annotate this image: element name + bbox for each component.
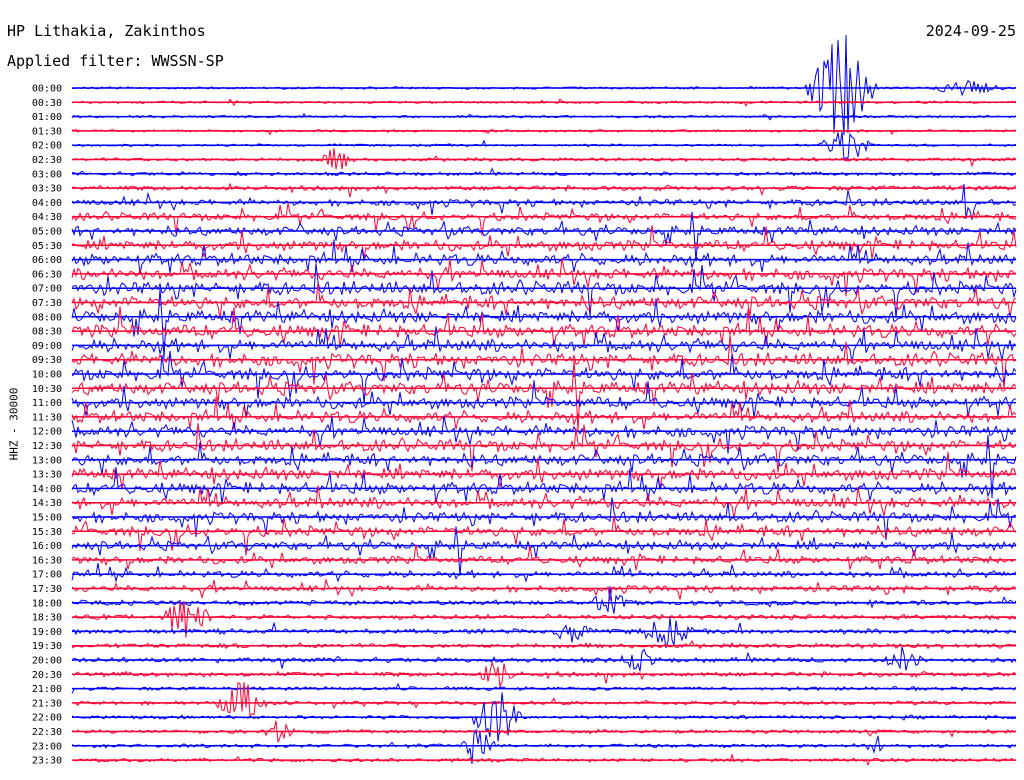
trace-1500 <box>71 497 1017 541</box>
trace-0330 <box>71 182 1017 198</box>
trace-1700 <box>71 563 1017 583</box>
tick-label-1100: 11:00 <box>32 398 62 409</box>
tick-label-0500: 05:00 <box>32 227 62 238</box>
trace-0630 <box>71 258 1017 297</box>
tick-label-0400: 04:00 <box>32 198 62 209</box>
tick-label-1400: 14:00 <box>32 484 62 495</box>
trace-0800 <box>71 289 1017 360</box>
tick-label-2300: 23:00 <box>32 741 62 752</box>
trace-0930 <box>71 334 1017 389</box>
tick-label-0200: 02:00 <box>32 141 62 152</box>
tick-label-2330: 23:30 <box>32 756 62 767</box>
trace-1030 <box>71 360 1017 431</box>
tick-label-1430: 14:30 <box>32 498 62 509</box>
trace-1130 <box>71 396 1017 430</box>
tick-label-0930: 09:30 <box>32 355 62 366</box>
tick-label-0800: 08:00 <box>32 312 62 323</box>
tick-label-1230: 12:30 <box>32 441 62 452</box>
tick-label-1730: 17:30 <box>32 584 62 595</box>
tick-label-0430: 04:30 <box>32 212 62 223</box>
tick-label-0000: 00:00 <box>32 84 62 95</box>
tick-label-0330: 03:30 <box>32 184 62 195</box>
tick-label-2030: 20:30 <box>32 670 62 681</box>
tick-label-1900: 19:00 <box>32 627 62 638</box>
trace-0000 <box>71 34 1017 136</box>
trace-group <box>71 34 1017 767</box>
tick-label-1800: 18:00 <box>32 598 62 609</box>
trace-1530 <box>71 515 1017 556</box>
tick-label-1830: 18:30 <box>32 613 62 624</box>
tick-label-1630: 16:30 <box>32 555 62 566</box>
tick-label-2130: 21:30 <box>32 698 62 709</box>
tick-label-1130: 11:30 <box>32 412 62 423</box>
filter-label: Applied filter: WWSSN-SP <box>7 52 224 70</box>
tick-label-1300: 13:00 <box>32 455 62 466</box>
tick-label-1330: 13:30 <box>32 470 62 481</box>
trace-2100 <box>71 682 1017 694</box>
tick-label-0830: 08:30 <box>32 327 62 338</box>
trace-0700 <box>71 263 1017 318</box>
station-title: HP Lithakia, Zakinthos <box>7 22 206 40</box>
tick-label-0300: 03:00 <box>32 169 62 180</box>
tick-label-1000: 10:00 <box>32 370 62 381</box>
trace-2000 <box>71 646 1017 672</box>
tick-label-1700: 17:00 <box>32 570 62 581</box>
tick-label-2100: 21:00 <box>32 684 62 695</box>
trace-1200 <box>71 415 1017 454</box>
trace-0900 <box>71 326 1017 364</box>
tick-label-0900: 09:00 <box>32 341 62 352</box>
trace-1730 <box>71 577 1017 602</box>
trace-1430 <box>71 485 1017 519</box>
tick-label-0030: 00:30 <box>32 98 62 109</box>
tick-label-2000: 20:00 <box>32 656 62 667</box>
tick-label-0230: 02:30 <box>32 155 62 166</box>
tick-label-2200: 22:00 <box>32 713 62 724</box>
time-tick-group: 00:00 00:30 01:00 01:30 02:00 02:30 03:00 03:30… <box>32 84 62 767</box>
tick-label-0600: 06:00 <box>32 255 62 266</box>
tick-label-1600: 16:00 <box>32 541 62 552</box>
trace-0830 <box>71 306 1017 349</box>
trace-0300 <box>71 167 1017 177</box>
tick-label-0100: 01:00 <box>32 112 62 123</box>
tick-label-0530: 05:30 <box>32 241 62 252</box>
tick-label-0730: 07:30 <box>32 298 62 309</box>
tick-label-2230: 22:30 <box>32 727 62 738</box>
date-label: 2024-09-25 <box>925 22 1016 40</box>
tick-label-0130: 01:30 <box>32 126 62 137</box>
tick-label-0630: 06:30 <box>32 269 62 280</box>
tick-label-1030: 10:30 <box>32 384 62 395</box>
tick-label-1930: 19:30 <box>32 641 62 652</box>
tick-label-1500: 15:00 <box>32 513 62 524</box>
trace-0500 <box>71 211 1017 262</box>
tick-label-0700: 07:00 <box>32 284 62 295</box>
trace-2130 <box>71 681 1017 717</box>
trace-1600 <box>71 526 1017 577</box>
tick-label-1200: 12:00 <box>32 427 62 438</box>
trace-1930 <box>71 640 1017 650</box>
tick-label-1530: 15:30 <box>32 527 62 538</box>
trace-1000 <box>71 350 1017 404</box>
